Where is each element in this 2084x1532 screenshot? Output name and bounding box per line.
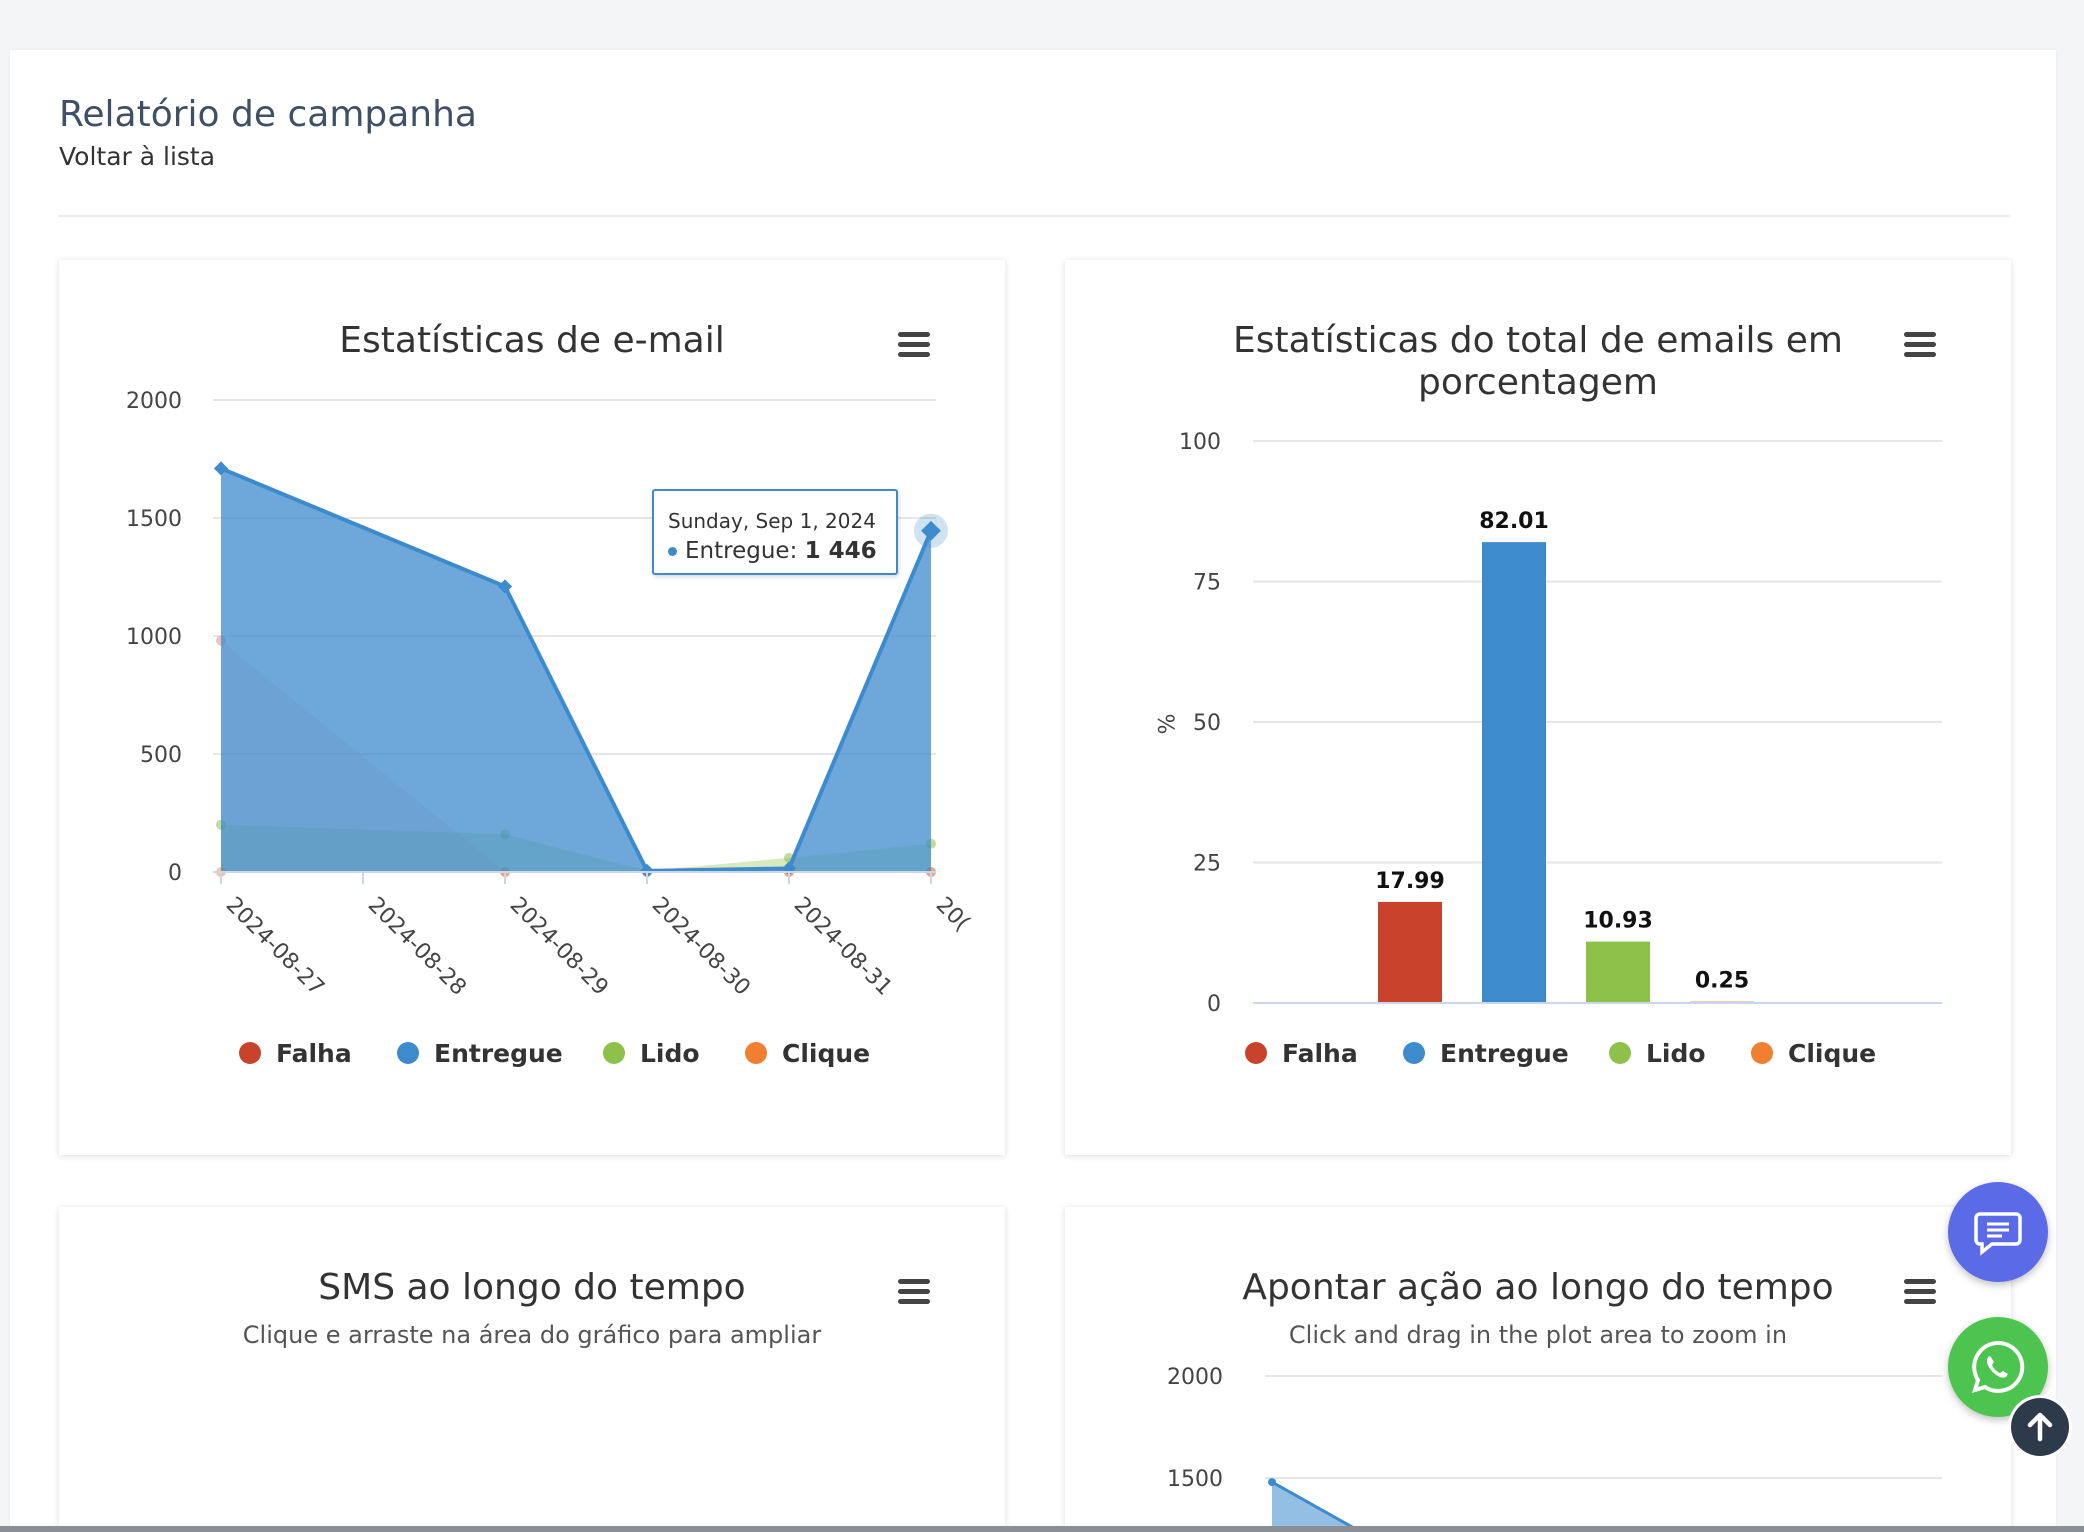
y-tick-label: 1500	[126, 507, 182, 532]
y-axis-title: %	[1152, 714, 1177, 735]
data-label: 82.01	[1479, 509, 1549, 534]
whatsapp-icon	[1972, 1340, 2025, 1393]
chart-menu-button[interactable]	[892, 1275, 936, 1315]
chat-button[interactable]	[1948, 1182, 2048, 1282]
legend-marker	[397, 1042, 419, 1064]
hamburger-menu-icon	[1904, 342, 1936, 347]
hamburger-menu-icon	[898, 352, 930, 357]
legend-item-lido: Lido	[1646, 1039, 1706, 1068]
hamburger-menu-icon	[898, 1279, 930, 1284]
scroll-top-button[interactable]	[2011, 1398, 2069, 1456]
chart-menu-button[interactable]	[892, 328, 936, 368]
series-dot-icon	[668, 547, 677, 556]
legend-marker	[239, 1042, 261, 1064]
pct-stats-card: Estatísticas do total de emails em porcen…	[1065, 260, 2011, 1155]
x-tick-label: 2024-08-30	[647, 893, 755, 1001]
area-entregue	[221, 468, 931, 872]
hamburger-menu-icon	[898, 1289, 930, 1294]
y-tick-label: 2000	[1167, 1365, 1223, 1390]
chart-tooltip: Sunday, Sep 1, 2024 Entregue: 1 446	[652, 489, 898, 575]
x-tick-label: 2024-08-28	[363, 893, 471, 1001]
hamburger-menu-icon	[1904, 352, 1936, 357]
legend-marker	[1245, 1042, 1267, 1064]
y-tick-label: 25	[1193, 852, 1221, 877]
chat-icon	[1974, 1212, 2022, 1256]
y-tick-label: 500	[140, 743, 182, 768]
legend-item-clique: Clique	[782, 1039, 870, 1068]
chart-menu-button[interactable]	[1898, 1275, 1942, 1315]
legend-item-entregue: Entregue	[1440, 1039, 1569, 1068]
chart-subtitle: Click and drag in the plot area to zoom …	[1289, 1321, 1787, 1349]
legend-marker	[603, 1042, 625, 1064]
arrow-up-icon	[2027, 1412, 2053, 1442]
hamburger-menu-icon	[1904, 1279, 1936, 1284]
hamburger-menu-icon	[1904, 332, 1936, 337]
y-tick-label: 2000	[126, 389, 182, 414]
legend-marker	[1609, 1042, 1631, 1064]
tooltip-value: 1 446	[804, 538, 877, 564]
back-to-list-link[interactable]: Voltar à lista	[59, 142, 216, 171]
data-point	[497, 579, 513, 594]
sms-chart-card: SMS ao longo do tempo Clique e arraste na…	[59, 1207, 1005, 1532]
chart-title-line2: porcentagem	[1418, 362, 1658, 403]
bar-lido	[1586, 941, 1650, 1003]
y-tick-label: 50	[1193, 711, 1221, 736]
hamburger-menu-icon	[1904, 1299, 1936, 1304]
pct-stats-chart: Estatísticas do total de emails emporcen…	[1152, 320, 1942, 1068]
page-title: Relatório de campanha	[59, 94, 477, 135]
divider	[58, 215, 2010, 217]
chart-title-line1: Estatísticas do total de emails em	[1233, 320, 1843, 361]
data-point	[921, 520, 941, 541]
chart-title: SMS ao longo do tempo	[318, 1267, 745, 1308]
data-point	[213, 461, 229, 476]
bar-falha	[1378, 901, 1442, 1003]
legend-item-falha: Falha	[1282, 1039, 1358, 1068]
hamburger-menu-icon	[1904, 1289, 1936, 1294]
chart-title: Apontar ação ao longo do tempo	[1242, 1267, 1833, 1308]
data-label: 10.93	[1583, 909, 1653, 934]
y-tick-label: 0	[168, 861, 182, 886]
hamburger-menu-icon	[898, 1299, 930, 1304]
legend-item-entregue: Entregue	[434, 1039, 563, 1068]
tooltip-separator: :	[789, 538, 805, 564]
sms-chart[interactable]: SMS ao longo do tempo Clique e arraste na…	[59, 1207, 1005, 1532]
data-label: 0.25	[1695, 969, 1749, 994]
x-tick-label: 2024-08-31	[789, 893, 897, 1001]
tooltip-row: Entregue: 1 446	[668, 538, 877, 564]
email-stats-card: Estatísticas de e-mail 0 500 1000 1500 2000 20…	[59, 260, 1005, 1155]
legend-marker	[745, 1042, 767, 1064]
x-tick-label: 2024-08-29	[505, 893, 613, 1001]
chart-menu-button[interactable]	[1898, 328, 1942, 368]
action-chart-card: Apontar ação ao longo do tempo Click and …	[1065, 1207, 2011, 1532]
bar-entregue	[1482, 542, 1546, 1003]
data-point	[639, 863, 655, 878]
y-tick-label: 1000	[126, 625, 182, 650]
y-tick-label: 0	[1207, 992, 1221, 1017]
hamburger-menu-icon	[898, 332, 930, 337]
chart-title: Estatísticas de e-mail	[339, 320, 724, 361]
legend-item-falha: Falha	[276, 1039, 352, 1068]
email-stats-chart: Estatísticas de e-mail 0 500 1000 1500 2000 20…	[126, 320, 975, 1068]
legend-marker	[1403, 1042, 1425, 1064]
hamburger-menu-icon	[898, 342, 930, 347]
legend-item-clique: Clique	[1788, 1039, 1876, 1068]
legend-item-lido: Lido	[640, 1039, 700, 1068]
bottom-scrollbar[interactable]	[0, 1526, 2084, 1532]
tooltip-date: Sunday, Sep 1, 2024	[668, 509, 876, 533]
x-tick-label: 2024-08-27	[221, 893, 329, 1001]
x-tick-label: 20(	[931, 893, 975, 937]
legend-marker	[1751, 1042, 1773, 1064]
chart-subtitle: Clique e arraste na área do gráfico para…	[243, 1321, 822, 1349]
data-label: 17.99	[1375, 869, 1445, 894]
y-tick-label: 100	[1179, 430, 1221, 455]
data-point	[1268, 1478, 1276, 1487]
y-tick-label: 1500	[1167, 1467, 1223, 1492]
action-chart[interactable]: Apontar ação ao longo do tempo Click and …	[1065, 1207, 2011, 1532]
y-tick-label: 75	[1193, 571, 1221, 596]
tooltip-series: Entregue	[685, 538, 790, 564]
